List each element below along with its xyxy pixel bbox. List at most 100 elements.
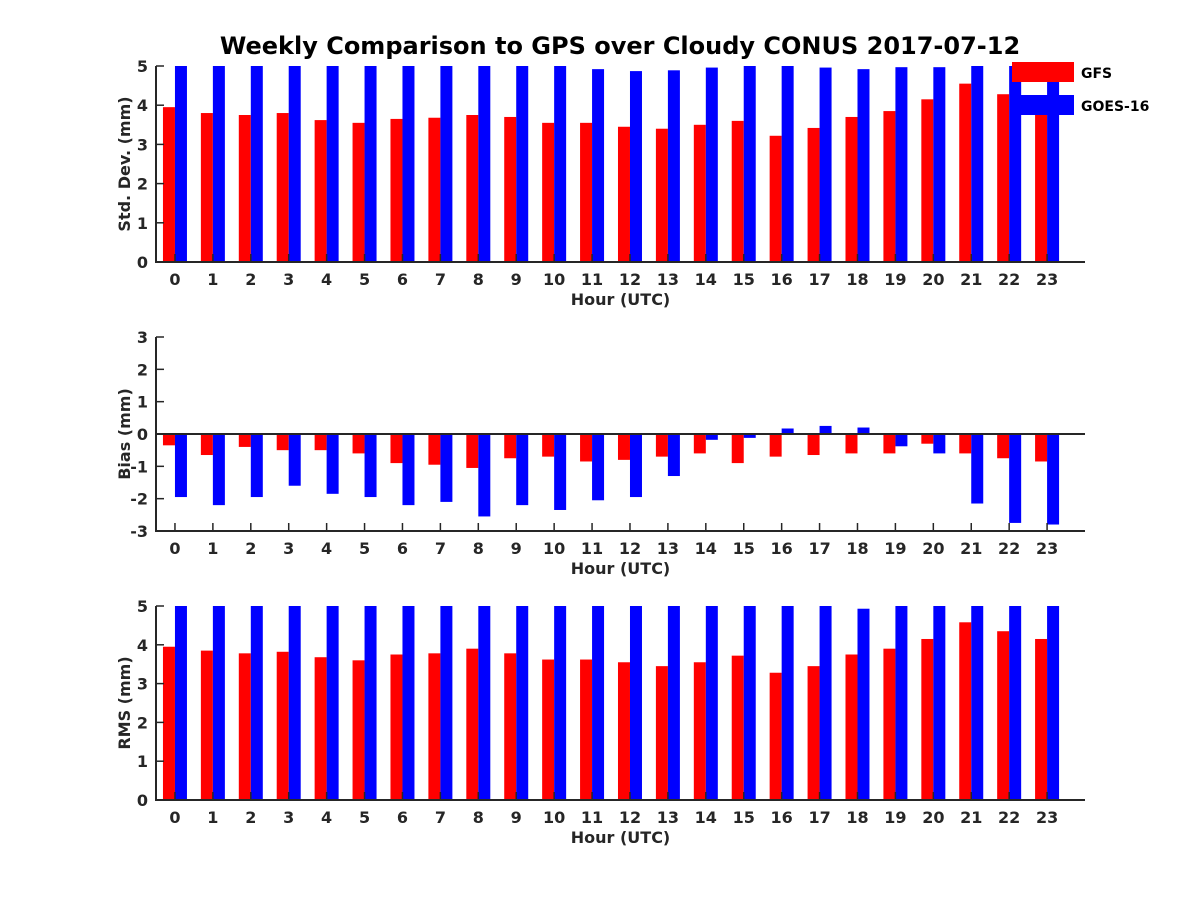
bar-rms-gfs-5 (352, 660, 365, 800)
x-tick-label-std-0: 0 (169, 270, 180, 289)
x-tick-label-rms-4: 4 (321, 808, 332, 827)
bar-rms-gfs-12 (617, 662, 630, 800)
bar-std-goes16-11 (592, 69, 605, 262)
bar-bias-gfs-4 (314, 434, 327, 451)
y-tick-label-bias-1: 1 (137, 393, 148, 412)
x-tick-label-std-17: 17 (808, 270, 830, 289)
x-tick-label-bias-13: 13 (657, 539, 679, 558)
x-tick-label-bias-9: 9 (511, 539, 522, 558)
y-axis-label-std: Std. Dev. (mm) (115, 96, 134, 231)
chart-title: Weekly Comparison to GPS over Cloudy CON… (220, 32, 1020, 60)
bar-rms-goes16-6 (402, 606, 415, 800)
x-tick-label-std-18: 18 (846, 270, 868, 289)
bar-std-gfs-17 (807, 127, 820, 262)
x-tick-label-rms-0: 0 (169, 808, 180, 827)
bar-std-goes16-4 (326, 66, 339, 262)
bar-bias-gfs-23 (1035, 434, 1048, 462)
legend-swatch-gfs (1012, 62, 1074, 82)
bar-rms-gfs-3 (276, 651, 289, 800)
bar-rms-gfs-21 (959, 622, 972, 800)
x-tick-label-bias-2: 2 (245, 539, 256, 558)
x-tick-label-rms-8: 8 (473, 808, 484, 827)
legend-label-gfs: GFS (1081, 66, 1112, 82)
bar-bias-gfs-1 (200, 434, 213, 456)
legend-label-goes16: GOES-16 (1081, 99, 1149, 115)
bar-bias-goes16-5 (364, 434, 377, 498)
bar-std-gfs-8 (466, 115, 479, 262)
y-tick-label-bias--1: -1 (130, 457, 148, 476)
bar-bias-goes16-12 (629, 434, 642, 498)
bar-std-gfs-13 (655, 128, 668, 262)
bar-rms-goes16-17 (819, 606, 832, 800)
x-tick-label-std-12: 12 (619, 270, 641, 289)
bar-std-goes16-10 (554, 66, 567, 262)
bar-std-goes16-5 (364, 66, 377, 262)
bar-rms-goes16-13 (667, 606, 680, 800)
x-tick-label-bias-12: 12 (619, 539, 641, 558)
x-tick-label-rms-23: 23 (1036, 808, 1058, 827)
x-tick-label-std-21: 21 (960, 270, 982, 289)
bar-bias-goes16-6 (402, 434, 415, 506)
x-tick-label-rms-11: 11 (581, 808, 603, 827)
x-tick-label-bias-17: 17 (808, 539, 830, 558)
bar-bias-gfs-16 (769, 434, 782, 457)
bar-rms-gfs-22 (997, 631, 1010, 800)
bar-rms-goes16-0 (174, 606, 187, 800)
bar-rms-gfs-15 (731, 655, 744, 800)
x-tick-label-rms-18: 18 (846, 808, 868, 827)
x-tick-label-rms-14: 14 (695, 808, 717, 827)
x-tick-label-rms-6: 6 (397, 808, 408, 827)
bar-std-goes16-9 (516, 66, 529, 262)
bar-std-goes16-1 (212, 66, 225, 262)
x-tick-label-rms-2: 2 (245, 808, 256, 827)
legend: GFS GOES-16 (1012, 62, 1149, 115)
x-tick-label-bias-16: 16 (771, 539, 793, 558)
bar-rms-goes16-3 (288, 606, 301, 800)
bar-std-goes16-17 (819, 67, 832, 262)
bar-std-gfs-16 (769, 135, 782, 262)
bar-bias-gfs-20 (921, 434, 934, 444)
bar-bias-goes16-2 (250, 434, 263, 498)
bar-rms-goes16-7 (440, 606, 453, 800)
bar-std-goes16-0 (174, 66, 187, 262)
bar-bias-gfs-7 (428, 434, 441, 465)
x-tick-label-bias-0: 0 (169, 539, 180, 558)
bar-bias-goes16-8 (478, 434, 491, 517)
bar-std-goes16-13 (667, 70, 680, 262)
bar-rms-goes16-4 (326, 606, 339, 800)
bar-bias-goes16-17 (819, 425, 832, 434)
bar-rms-gfs-7 (428, 653, 441, 800)
x-tick-label-bias-6: 6 (397, 539, 408, 558)
bar-rms-goes16-1 (212, 606, 225, 800)
bar-rms-gfs-16 (769, 672, 782, 800)
bar-bias-goes16-15 (743, 434, 756, 438)
bar-bias-gfs-14 (693, 434, 706, 454)
bar-rms-goes16-2 (250, 606, 263, 800)
x-tick-label-std-11: 11 (581, 270, 603, 289)
bar-rms-gfs-17 (807, 666, 820, 800)
bar-bias-gfs-18 (845, 434, 858, 454)
x-tick-label-rms-22: 22 (998, 808, 1020, 827)
bar-rms-goes16-21 (971, 606, 984, 800)
y-tick-label-rms-2: 2 (137, 713, 148, 732)
bar-bias-goes16-18 (857, 427, 870, 434)
x-tick-label-bias-1: 1 (207, 539, 218, 558)
bar-rms-gfs-9 (504, 653, 517, 800)
bar-bias-goes16-14 (705, 434, 718, 440)
x-tick-label-bias-5: 5 (359, 539, 370, 558)
bar-bias-goes16-11 (592, 434, 605, 501)
bar-std-gfs-0 (162, 107, 175, 262)
bar-bias-goes16-22 (1009, 434, 1022, 523)
bar-rms-goes16-19 (895, 606, 908, 800)
y-axis-label-rms: RMS (mm) (115, 656, 134, 749)
x-tick-label-bias-7: 7 (435, 539, 446, 558)
x-tick-label-std-14: 14 (695, 270, 717, 289)
bar-rms-gfs-8 (466, 648, 479, 800)
bar-rms-goes16-11 (592, 606, 605, 800)
x-tick-label-rms-5: 5 (359, 808, 370, 827)
bar-bias-gfs-8 (466, 434, 479, 468)
bar-bias-gfs-6 (390, 434, 403, 464)
x-tick-label-bias-19: 19 (884, 539, 906, 558)
x-tick-label-bias-18: 18 (846, 539, 868, 558)
